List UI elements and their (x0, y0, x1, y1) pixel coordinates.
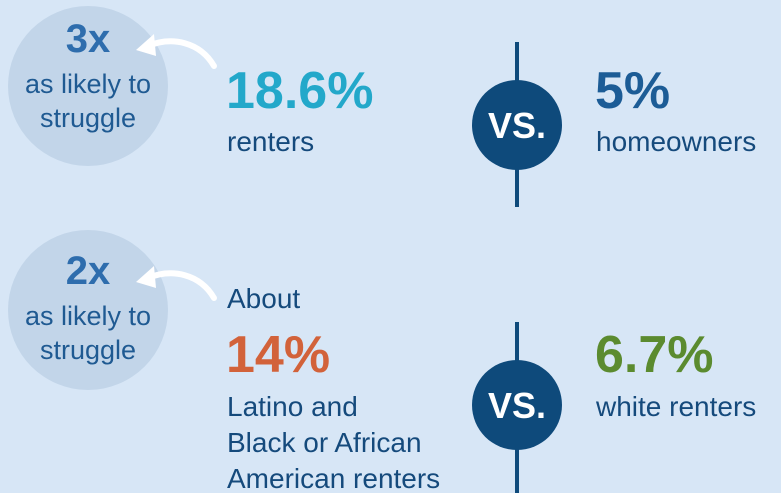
badge-circle (8, 6, 168, 166)
arrow (145, 270, 217, 301)
right-label: homeowners (596, 126, 756, 157)
left-label: renters (227, 126, 314, 157)
vs-text: VS. (488, 105, 546, 146)
right-value: 6.7% (595, 326, 714, 384)
right-value: 5% (595, 62, 670, 120)
left-label: American renters (227, 463, 440, 493)
badge-text: as likely to (25, 69, 151, 99)
arrow-head (136, 34, 156, 56)
left-label: Black or African (227, 427, 422, 458)
multiplier: 3x (66, 17, 111, 61)
left-value: 14% (226, 326, 330, 384)
multiplier: 2x (66, 249, 111, 293)
vs-text: VS. (488, 385, 546, 426)
badge-text: as likely to (25, 301, 151, 331)
left-value: 18.6% (226, 62, 373, 120)
right-label: white renters (595, 391, 756, 422)
left-label: Latino and (227, 391, 358, 422)
arrow (145, 38, 217, 69)
left-prefix: About (227, 283, 300, 314)
arrow-head (136, 266, 156, 288)
badge-circle (8, 230, 168, 390)
vs-circle (472, 360, 562, 450)
badge-text: struggle (40, 335, 136, 365)
vs-circle (472, 80, 562, 170)
badge-text: struggle (40, 103, 136, 133)
